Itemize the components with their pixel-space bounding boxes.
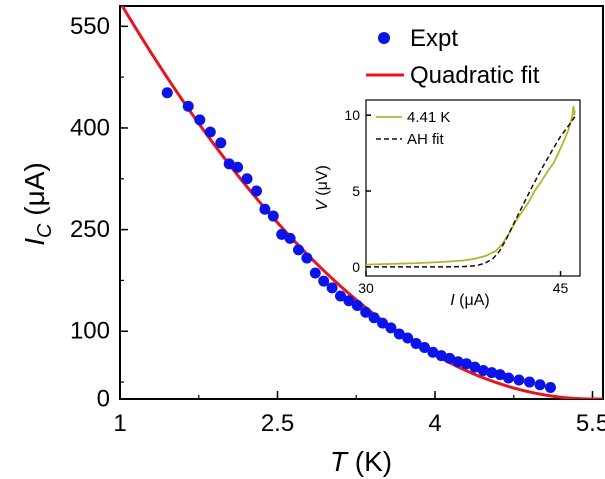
main-x-tick-label: 5.5 (576, 410, 605, 437)
series-expt-point (524, 376, 535, 388)
series-expt-point (223, 158, 235, 170)
main-y-tick-label: 100 (70, 318, 110, 345)
series-expt-point (360, 306, 372, 318)
main-plot-frame (119, 5, 604, 400)
inset-y-tick-label: 10 (344, 107, 360, 123)
inset-series-ah-fit-line (366, 116, 576, 268)
series-expt-point (182, 100, 194, 112)
main-x-axis-title-var: T (330, 446, 349, 477)
series-expt-point (435, 350, 447, 362)
series-expt-point (402, 332, 414, 344)
series-expt-point (494, 369, 506, 381)
series-expt-point (545, 381, 556, 393)
series-expt-point (284, 232, 296, 244)
inset-legend-label-ah-fit: AH fit (407, 131, 445, 148)
inset-legend-label-4-41k: 4.41 K (407, 109, 450, 126)
legend-label-expt: Expt (410, 25, 458, 52)
series-expt-point (393, 328, 405, 340)
main-x-tick-label: 4 (428, 410, 441, 437)
series-expt-point (309, 267, 321, 279)
inset-x-tick-label: 45 (553, 280, 569, 296)
series-expt-point (326, 282, 338, 294)
main-legend: Expt Quadratic fit (366, 25, 540, 89)
main-x-tick-label: 2.5 (261, 410, 294, 437)
series-expt-point (351, 299, 363, 311)
inset-x-tick-label: 30 (358, 280, 374, 296)
series-expt-point (232, 161, 244, 173)
series-expt-point (513, 374, 525, 386)
inset-series-4-41k-line (366, 105, 576, 266)
main-y-axis-title: IC (μA) (19, 162, 56, 245)
series-expt-point (377, 317, 388, 329)
main-y-tick-label: 550 (70, 13, 110, 40)
main-x-tick-label: 1 (113, 410, 126, 437)
inset-plot-frame (365, 99, 581, 277)
series-expt-point (204, 126, 216, 138)
series-expt-point (469, 361, 481, 373)
inset-y-tick-label: 5 (352, 183, 360, 199)
main-y-axis-title-var: I (19, 238, 50, 246)
series-expt-point (293, 244, 304, 256)
series-expt-point (410, 337, 422, 349)
series-expt-point (477, 365, 489, 377)
series-expt-point (241, 173, 253, 185)
legend-label-quadratic-fit: Quadratic fit (410, 62, 540, 89)
series-expt-point (486, 367, 498, 379)
series-expt-point (419, 342, 430, 354)
inset-y-axis-title-var: V (314, 199, 331, 211)
series-expt-point (301, 252, 313, 264)
main-y-tick-label: 400 (70, 114, 110, 141)
main-y-tick-label: 0 (97, 386, 110, 413)
main-y-axis: 0 100 250 400 550 (70, 13, 128, 413)
inset-legend: 4.41 K AH fit (376, 109, 450, 148)
inset-x-axis-title: I (μA) (450, 292, 489, 309)
main-plot-area (120, 6, 603, 399)
series-expt-point (461, 358, 472, 370)
series-expt-point (444, 352, 456, 364)
inset-y-axis: 0 5 10 (344, 107, 371, 275)
inset-y-axis-title: V (μV) (314, 165, 331, 211)
series-expt-point (251, 185, 262, 197)
main-x-axis-title-unit: (K) (347, 446, 392, 477)
main-y-axis-title-unit: (μA) (19, 162, 50, 223)
inset-y-tick-label: 0 (352, 259, 360, 275)
inset-x-axis-title-var: I (450, 292, 455, 309)
main-x-axis-title: T (K) (330, 446, 392, 477)
series-expt-point (368, 312, 380, 324)
inset-y-axis-title-unit: (μV) (314, 165, 331, 200)
series-expt-point (343, 295, 355, 307)
series-expt-point (385, 322, 397, 334)
series-expt-point (194, 114, 206, 126)
series-expt-point (503, 372, 514, 384)
main-y-tick-label: 250 (70, 216, 110, 243)
series-expt-point (427, 346, 439, 358)
series-expt-point (534, 379, 546, 391)
inset-plot-area (366, 105, 576, 268)
legend-marker-expt (378, 32, 390, 44)
series-expt-point (276, 228, 288, 240)
inset-chart: 30 45 0 5 10 I (μA) V (μV) 4.41 K AH fit (314, 99, 581, 309)
inset-x-axis: 30 45 (358, 271, 569, 296)
main-x-axis: 1 2.5 4 5.5 (113, 391, 605, 437)
series-expt-point (318, 275, 330, 287)
series-expt-point (215, 137, 227, 149)
series-expt-point (335, 290, 346, 302)
inset-x-axis-title-unit: (μA) (455, 292, 490, 309)
main-y-axis-title-sub: C (34, 223, 56, 238)
series-expt-point (259, 203, 271, 215)
series-expt-point (161, 87, 173, 99)
series-expt-point (267, 210, 279, 222)
series-expt-point (452, 356, 464, 368)
